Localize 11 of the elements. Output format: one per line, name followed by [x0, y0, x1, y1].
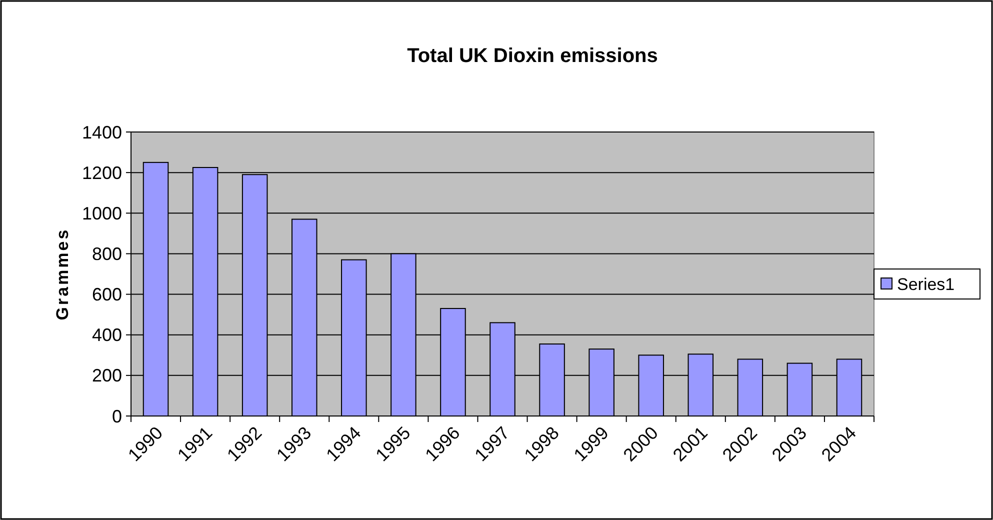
y-tick-label: 600: [92, 284, 122, 305]
y-tick-label: 800: [92, 244, 122, 264]
y-tick-label: 0: [112, 406, 122, 426]
y-tick-label: 1400: [82, 122, 122, 142]
y-axis-title: Grammes: [53, 228, 72, 320]
legend-label: Series1: [897, 274, 955, 294]
chart-title: Total UK Dioxin emissions: [407, 45, 658, 67]
y-tick-label: 200: [92, 366, 122, 386]
y-tick-label: 1000: [82, 203, 122, 224]
y-tick-label: 400: [92, 325, 122, 346]
y-tick-label: 1200: [82, 162, 122, 183]
